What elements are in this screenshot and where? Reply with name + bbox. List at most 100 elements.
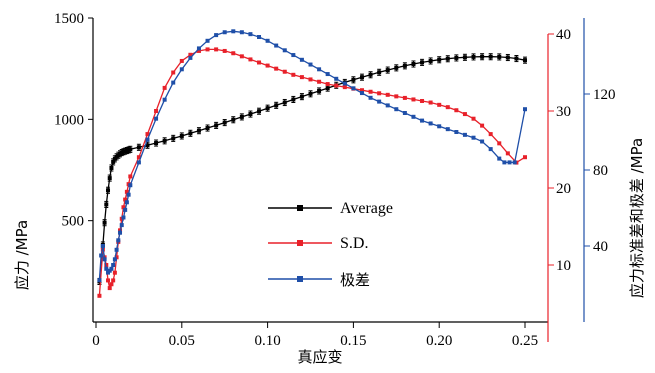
data-point xyxy=(454,130,459,134)
data-point xyxy=(462,132,467,137)
data-point xyxy=(505,151,510,156)
data-point xyxy=(248,57,253,62)
data-point xyxy=(118,230,123,235)
data-point xyxy=(420,98,425,103)
y-axis-left-title: 应力 /MPa xyxy=(13,220,31,290)
ticks: 0 0.05 0.10 0.15 0.20 0.25 500 1000 1500 10 20 30 40… xyxy=(54,11,616,349)
data-point xyxy=(471,135,476,140)
data-point xyxy=(445,105,450,110)
data-point xyxy=(248,112,253,117)
data-point xyxy=(121,205,126,210)
data-point xyxy=(359,91,364,96)
data-point xyxy=(188,55,193,60)
data-point xyxy=(154,109,159,113)
data-point xyxy=(437,102,442,107)
data-point xyxy=(126,192,131,197)
legend-marker-sd xyxy=(297,240,303,246)
data-point xyxy=(257,60,262,65)
data-point xyxy=(502,160,507,165)
data-point xyxy=(445,56,450,61)
legend-item-range: 极差 xyxy=(268,271,370,289)
data-point xyxy=(291,53,296,58)
data-point xyxy=(188,52,193,57)
data-point xyxy=(196,46,201,51)
data-point xyxy=(454,55,459,60)
legend: Average S.D. 极差 xyxy=(268,200,393,289)
data-point xyxy=(437,124,442,129)
data-point xyxy=(411,62,416,67)
data-point xyxy=(106,278,111,283)
data-point xyxy=(385,68,390,73)
data-point xyxy=(282,69,287,74)
y-left-tick-label: 1000 xyxy=(54,112,84,128)
data-point xyxy=(394,107,399,112)
data-point xyxy=(109,165,114,170)
data-point xyxy=(145,143,150,148)
data-point xyxy=(239,30,244,35)
y-axis-right-title: 应力标准差和极差 /MPa xyxy=(628,138,646,298)
data-point xyxy=(462,112,467,117)
data-point xyxy=(154,116,159,121)
data-point xyxy=(102,257,107,262)
data-point xyxy=(368,72,373,77)
data-point xyxy=(505,55,510,60)
data-point xyxy=(171,136,176,141)
data-point xyxy=(428,58,433,63)
data-point xyxy=(231,117,236,122)
data-point xyxy=(231,29,236,34)
y-right-inner-tick-label: 40 xyxy=(556,27,571,43)
x-tick-label: 0.20 xyxy=(426,333,452,349)
data-point xyxy=(257,109,262,114)
data-point xyxy=(471,54,476,59)
data-point xyxy=(488,147,493,152)
x-tick-label: 0.10 xyxy=(254,333,280,349)
data-point xyxy=(334,76,339,81)
data-point xyxy=(136,155,141,160)
data-point xyxy=(317,79,322,84)
data-point xyxy=(196,128,201,133)
data-point xyxy=(428,121,433,126)
data-point xyxy=(368,95,373,100)
data-point xyxy=(480,54,485,59)
data-point xyxy=(114,247,119,252)
data-point xyxy=(179,67,184,72)
data-point xyxy=(385,92,390,97)
data-point xyxy=(179,133,184,138)
data-point xyxy=(437,57,442,62)
data-point xyxy=(471,116,476,121)
data-point xyxy=(274,43,279,48)
data-point xyxy=(497,141,502,146)
data-point xyxy=(488,54,493,59)
data-point xyxy=(214,123,219,128)
data-point xyxy=(480,139,485,144)
data-point xyxy=(124,200,129,205)
data-point xyxy=(377,70,382,75)
data-point xyxy=(291,97,296,102)
data-point xyxy=(342,85,347,90)
data-point xyxy=(445,127,450,132)
data-point xyxy=(325,82,330,87)
data-point xyxy=(507,160,512,165)
y-right-outer-tick-label: 120 xyxy=(593,87,616,103)
data-point xyxy=(308,91,313,96)
data-point xyxy=(97,278,102,283)
data-point xyxy=(123,207,128,212)
data-point xyxy=(257,35,262,39)
data-point xyxy=(497,156,502,161)
data-point xyxy=(351,77,356,82)
data-point xyxy=(109,282,114,287)
data-point xyxy=(299,57,304,62)
data-point xyxy=(107,176,112,181)
data-point xyxy=(205,38,210,43)
data-point xyxy=(128,183,133,188)
data-point xyxy=(171,80,176,85)
data-point xyxy=(121,215,126,220)
data-point xyxy=(265,63,270,68)
data-point xyxy=(523,107,527,112)
data-point xyxy=(104,266,109,271)
y-right-inner-tick-label: 10 xyxy=(556,258,571,274)
x-tick-label: 0.15 xyxy=(340,333,366,349)
legend-item-average: Average xyxy=(268,200,393,217)
data-point xyxy=(111,263,116,267)
